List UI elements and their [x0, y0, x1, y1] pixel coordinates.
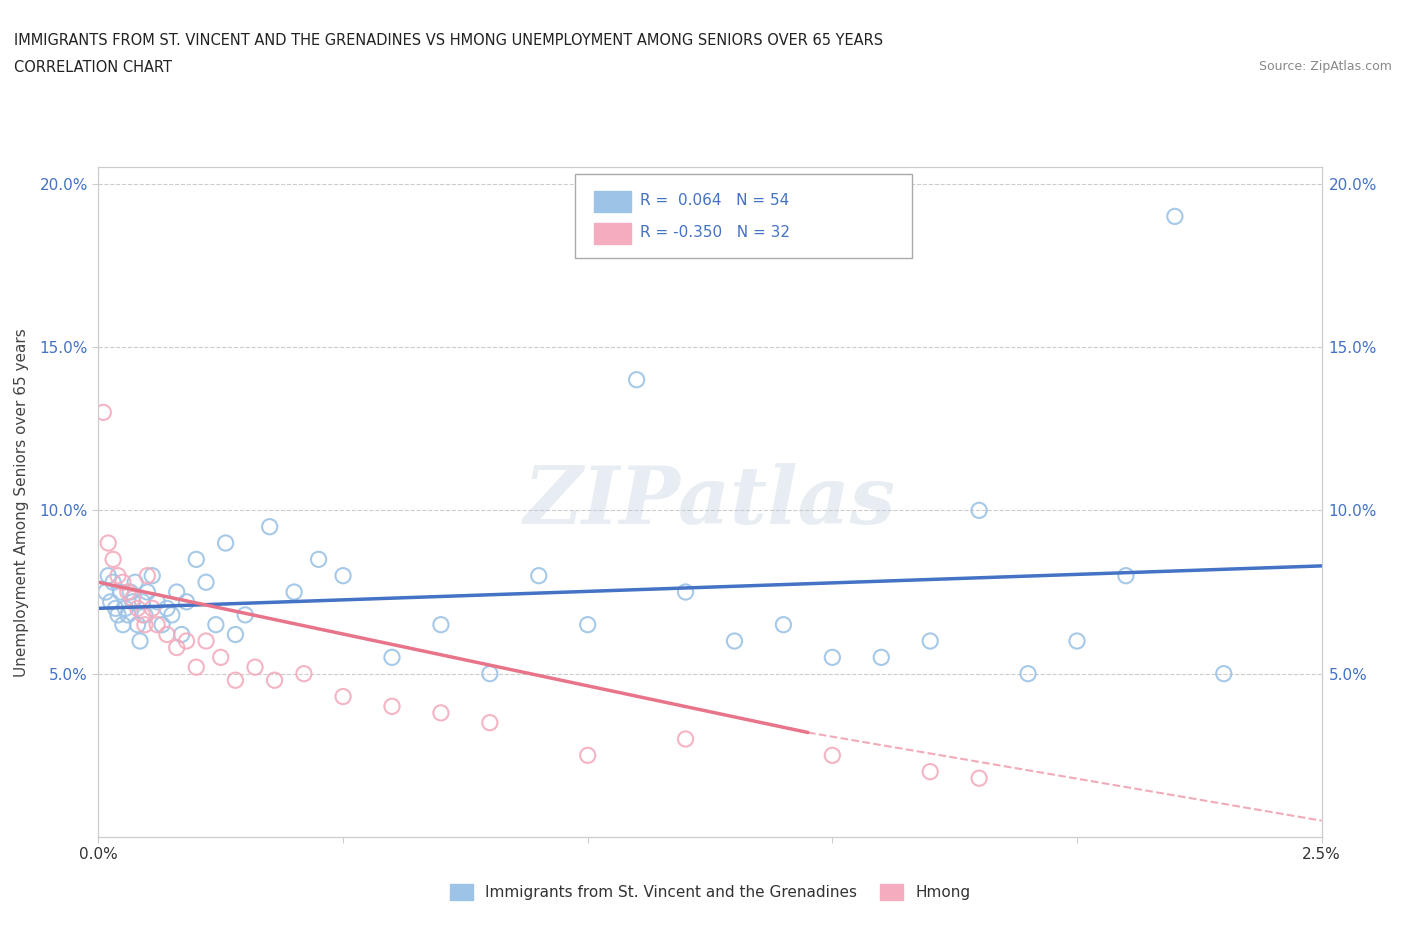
Point: [146, 618, 169, 632]
Point: [107, 607, 129, 622]
Point: [195, 575, 218, 590]
Point: [205, 618, 228, 632]
Text: R = -0.350   N = 32: R = -0.350 N = 32: [640, 225, 790, 240]
Point: [129, 633, 152, 648]
Point: [967, 503, 990, 518]
Point: [107, 568, 129, 583]
Point: [478, 666, 501, 681]
Point: [478, 715, 501, 730]
Text: ZIPatlas: ZIPatlas: [524, 463, 896, 541]
Point: [141, 601, 163, 616]
Y-axis label: Unemployment Among Seniors over 65 years: Unemployment Among Seniors over 65 years: [14, 328, 28, 677]
Point: [209, 650, 232, 665]
Point: [772, 618, 794, 632]
Point: [308, 551, 330, 566]
Point: [870, 650, 893, 665]
Text: CORRELATION CHART: CORRELATION CHART: [14, 60, 172, 75]
Point: [381, 699, 404, 714]
Point: [332, 568, 354, 583]
Point: [120, 585, 142, 600]
Point: [332, 689, 354, 704]
Point: [1164, 209, 1187, 224]
Point: [100, 594, 122, 609]
Point: [170, 627, 193, 642]
Point: [134, 618, 156, 632]
Point: [967, 771, 990, 786]
Point: [111, 575, 134, 590]
Point: [134, 607, 156, 622]
Text: IMMIGRANTS FROM ST. VINCENT AND THE GRENADINES VS HMONG UNEMPLOYMENT AMONG SENIO: IMMIGRANTS FROM ST. VINCENT AND THE GREN…: [14, 33, 883, 47]
Point: [97, 568, 120, 583]
Point: [723, 633, 745, 648]
Point: [920, 764, 942, 779]
Point: [1017, 666, 1039, 681]
Point: [576, 748, 599, 763]
Point: [283, 585, 305, 600]
Point: [1212, 666, 1234, 681]
Point: [156, 601, 179, 616]
Point: [166, 640, 188, 655]
Point: [104, 601, 127, 616]
Legend: Immigrants from St. Vincent and the Grenadines, Hmong: Immigrants from St. Vincent and the Gren…: [444, 878, 976, 907]
Point: [121, 591, 143, 606]
Point: [91, 405, 114, 419]
Point: [146, 594, 169, 609]
Point: [97, 536, 120, 551]
Point: [675, 585, 697, 600]
FancyBboxPatch shape: [575, 174, 912, 258]
Point: [156, 627, 179, 642]
Point: [131, 594, 153, 609]
Point: [131, 607, 153, 622]
Point: [626, 372, 648, 387]
Point: [101, 575, 124, 590]
Point: [186, 551, 208, 566]
Point: [94, 585, 117, 600]
Point: [527, 568, 550, 583]
Point: [110, 585, 132, 600]
Point: [136, 585, 159, 600]
Point: [124, 575, 146, 590]
Point: [117, 607, 139, 622]
Point: [430, 706, 453, 721]
Point: [576, 618, 599, 632]
Text: R =  0.064   N = 54: R = 0.064 N = 54: [640, 193, 790, 208]
Point: [176, 633, 198, 648]
Point: [292, 666, 315, 681]
Point: [111, 618, 134, 632]
Point: [195, 633, 218, 648]
Point: [141, 568, 163, 583]
Point: [821, 748, 844, 763]
Point: [259, 519, 281, 534]
Point: [233, 607, 256, 622]
Point: [381, 650, 404, 665]
Point: [920, 633, 942, 648]
Point: [186, 659, 208, 674]
Text: Source: ZipAtlas.com: Source: ZipAtlas.com: [1258, 60, 1392, 73]
Point: [166, 585, 188, 600]
Point: [224, 627, 246, 642]
Point: [117, 585, 139, 600]
Point: [224, 672, 246, 687]
Point: [243, 659, 266, 674]
Point: [176, 594, 198, 609]
FancyBboxPatch shape: [593, 223, 630, 245]
Point: [675, 732, 697, 747]
FancyBboxPatch shape: [593, 191, 630, 212]
Point: [263, 672, 285, 687]
Point: [114, 601, 136, 616]
Point: [214, 536, 236, 551]
Point: [821, 650, 844, 665]
Point: [1115, 568, 1137, 583]
Point: [121, 594, 143, 609]
Point: [127, 601, 149, 616]
Point: [150, 618, 173, 632]
Point: [430, 618, 453, 632]
Point: [101, 551, 124, 566]
Point: [127, 618, 149, 632]
Point: [160, 607, 183, 622]
Point: [1066, 633, 1088, 648]
Point: [136, 568, 159, 583]
